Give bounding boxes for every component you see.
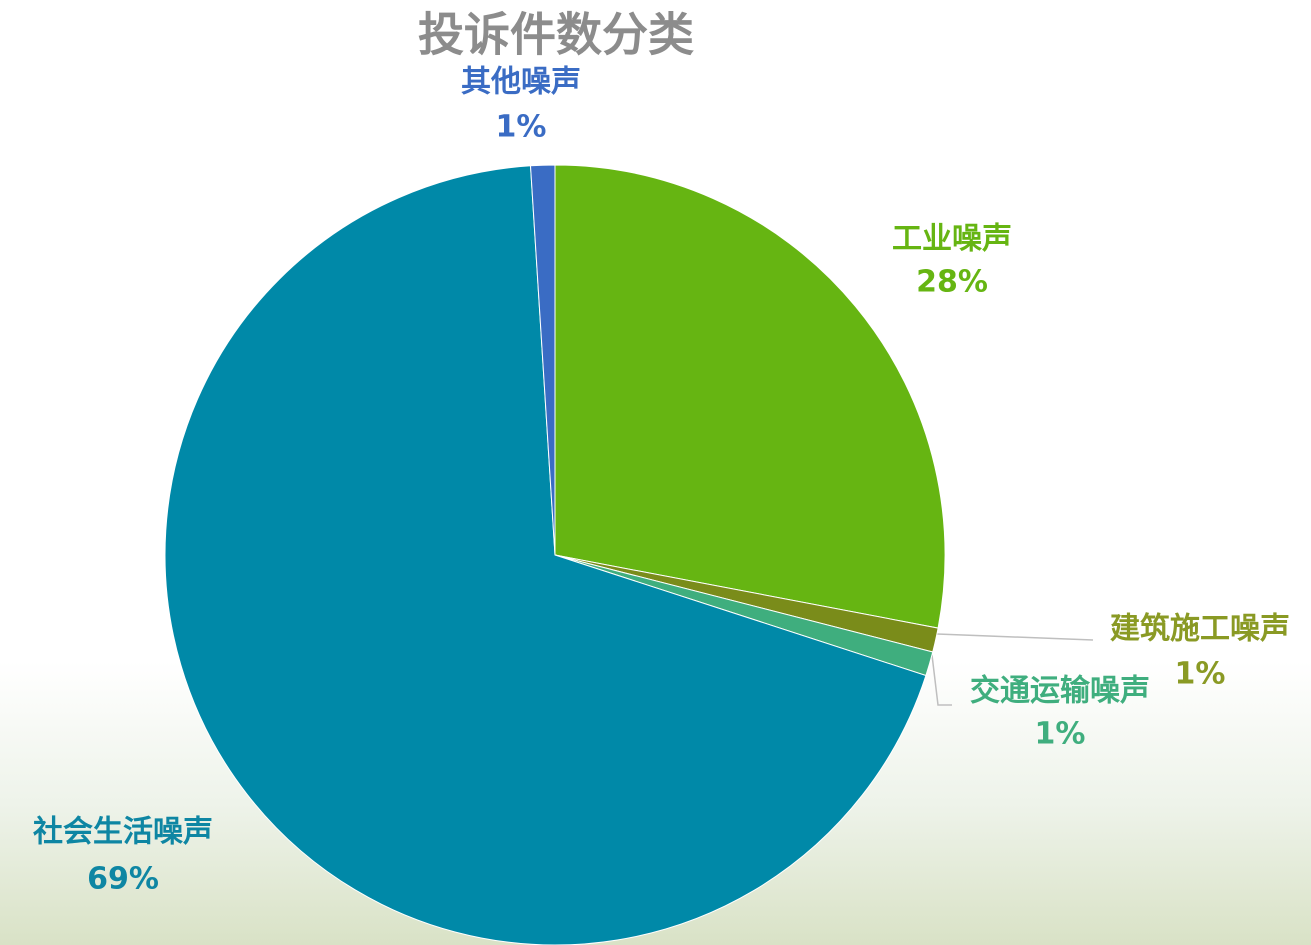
slice-percent: 1% <box>1035 717 1086 752</box>
chart-title: 投诉件数分类 <box>418 8 694 62</box>
slice-label: 社会生活噪声 <box>33 815 213 850</box>
slice-label: 交通运输噪声 <box>970 674 1150 709</box>
slice-label: 工业噪声 <box>892 222 1012 257</box>
slice-label: 建筑施工噪声 <box>1110 612 1290 647</box>
chart: 投诉件数分类 工业噪声 28% 建筑施工噪声 1% 交通运输噪声 1% 社会生活噪声 69% 其… <box>0 0 1311 945</box>
slice-percent: 69% <box>87 862 159 897</box>
slice-percent: 28% <box>916 265 988 300</box>
slice-percent: 1% <box>1175 657 1226 692</box>
slice-label: 其他噪声 <box>461 65 581 100</box>
slice-percent: 1% <box>496 110 547 145</box>
